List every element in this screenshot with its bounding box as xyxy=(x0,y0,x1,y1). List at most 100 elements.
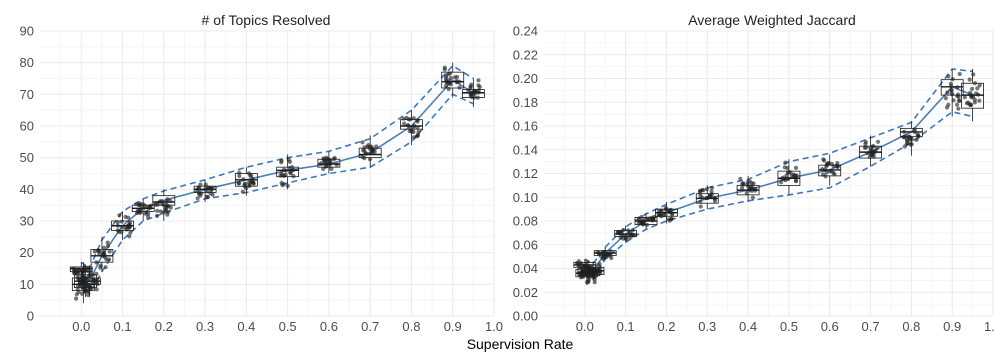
data-point xyxy=(779,180,784,185)
data-point xyxy=(411,116,416,121)
y-tick-label: 40 xyxy=(20,182,34,197)
data-point xyxy=(94,260,99,265)
data-point xyxy=(475,95,480,100)
data-point xyxy=(626,228,631,233)
y-tick-label: 60 xyxy=(20,119,34,134)
data-point xyxy=(630,228,635,233)
data-point xyxy=(977,83,982,88)
x-axis-label: Supervision Rate xyxy=(467,336,574,352)
data-point xyxy=(967,77,972,82)
tick-labels: 0.0 0.1 0.2 0.3 0.4 0.5 0.6 0.7 0.8 0.9 1.0 0.00 0.0… xyxy=(513,24,995,335)
data-point xyxy=(321,166,326,171)
data-point xyxy=(472,89,477,94)
box xyxy=(400,110,423,145)
data-point xyxy=(146,211,151,216)
data-point xyxy=(325,156,330,162)
data-point xyxy=(76,268,81,273)
data-point xyxy=(974,91,979,96)
box xyxy=(940,69,964,117)
y-tick-label: 0 xyxy=(27,309,34,324)
data-point xyxy=(468,84,473,89)
data-point xyxy=(329,166,334,171)
data-point xyxy=(137,203,142,208)
data-point xyxy=(784,173,789,178)
data-point xyxy=(362,145,367,150)
x-tick-label: 0.2 xyxy=(155,319,173,334)
panel-title: Average Weighted Jaccard xyxy=(688,12,856,28)
data-point xyxy=(668,208,673,213)
data-point xyxy=(207,185,212,190)
data-point xyxy=(444,73,449,78)
data-point xyxy=(821,157,826,162)
data-point xyxy=(248,180,253,185)
y-tick-label: 0.14 xyxy=(513,142,538,157)
data-point xyxy=(597,261,602,267)
data-point xyxy=(823,174,828,179)
data-point xyxy=(331,157,336,162)
x-tick-label: 0.9 xyxy=(943,319,961,334)
box xyxy=(695,185,719,210)
data-point xyxy=(123,225,128,230)
box xyxy=(90,236,114,272)
data-point xyxy=(907,137,913,142)
data-point xyxy=(794,173,799,178)
data-point xyxy=(783,160,788,165)
data-point xyxy=(585,269,590,274)
data-point xyxy=(448,75,453,80)
data-point xyxy=(98,263,103,268)
data-point xyxy=(452,75,457,80)
box xyxy=(358,135,382,168)
data-point xyxy=(595,250,600,255)
data-point xyxy=(415,118,420,123)
panel-title: # of Topics Resolved xyxy=(202,12,331,28)
data-point xyxy=(712,195,717,200)
boxes xyxy=(573,69,984,286)
y-tick-label: 20 xyxy=(20,245,34,260)
data-point xyxy=(584,263,589,268)
x-tick-label: 0.0 xyxy=(576,319,594,334)
data-point xyxy=(704,196,709,201)
data-point xyxy=(163,207,168,212)
data-point xyxy=(360,154,365,160)
box xyxy=(736,175,760,202)
data-point xyxy=(457,79,462,84)
data-point xyxy=(90,273,96,278)
data-point xyxy=(279,158,284,163)
data-point xyxy=(366,143,371,148)
data-point xyxy=(956,94,961,99)
data-point xyxy=(198,193,203,198)
data-point xyxy=(641,222,646,227)
data-point xyxy=(86,268,91,274)
box xyxy=(899,121,923,156)
data-point xyxy=(749,181,755,186)
data-point xyxy=(283,172,288,177)
data-point xyxy=(411,129,416,134)
data-point xyxy=(738,176,743,181)
data-point xyxy=(71,266,76,271)
data-point xyxy=(408,117,413,122)
grid xyxy=(40,30,495,317)
data-point xyxy=(637,216,642,221)
data-point xyxy=(291,174,296,179)
y-tick-label: 0.20 xyxy=(513,71,538,86)
data-point xyxy=(119,219,124,224)
data-point xyxy=(608,249,613,254)
data-point xyxy=(367,157,373,162)
data-point xyxy=(943,96,948,101)
data-point xyxy=(74,296,79,301)
data-point xyxy=(285,183,290,188)
data-point xyxy=(916,134,921,139)
data-point xyxy=(595,267,600,272)
data-point xyxy=(105,244,110,249)
x-tick-label: 0.1 xyxy=(114,319,132,334)
y-tick-label: 50 xyxy=(20,150,34,165)
data-point xyxy=(949,88,954,93)
box xyxy=(152,189,176,221)
x-tick-label: 0.8 xyxy=(902,319,920,334)
box xyxy=(111,211,134,240)
x-tick-label: 0.4 xyxy=(739,319,757,334)
data-point xyxy=(793,179,799,184)
data-point xyxy=(469,95,475,100)
data-point xyxy=(909,142,914,147)
data-point xyxy=(955,85,960,90)
